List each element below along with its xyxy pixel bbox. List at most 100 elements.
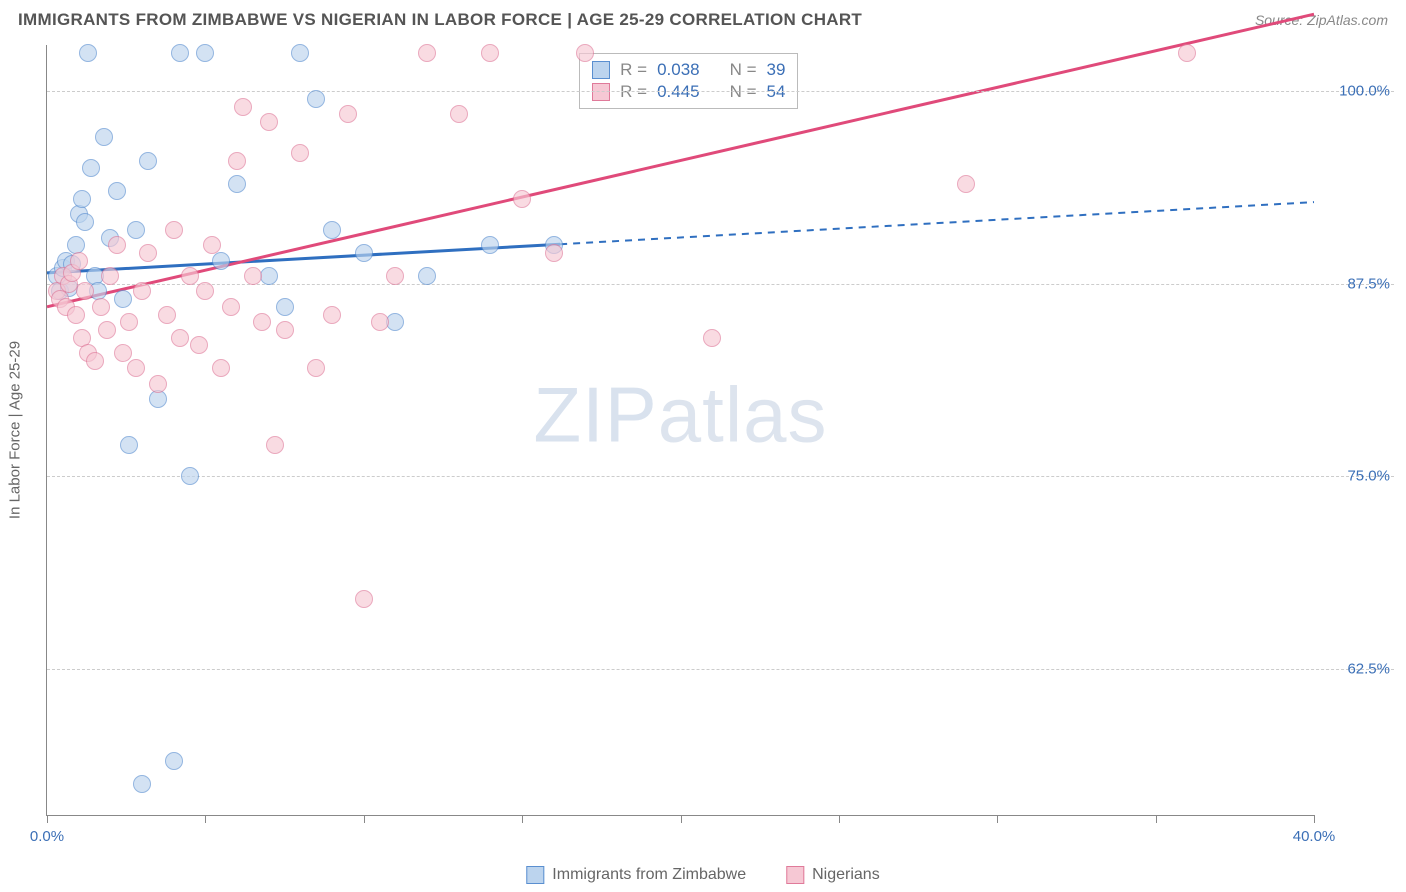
- x-tick: [364, 815, 365, 823]
- x-tick: [1314, 815, 1315, 823]
- scatter-point: [92, 298, 110, 316]
- x-tick-label: 0.0%: [30, 828, 64, 845]
- y-tick-label: 100.0%: [1339, 83, 1390, 100]
- x-tick: [997, 815, 998, 823]
- scatter-point: [149, 390, 167, 408]
- scatter-point: [203, 236, 221, 254]
- scatter-point: [386, 313, 404, 331]
- scatter-point: [181, 467, 199, 485]
- scatter-point: [171, 44, 189, 62]
- legend-swatch: [592, 61, 610, 79]
- scatter-point: [79, 44, 97, 62]
- scatter-point: [355, 590, 373, 608]
- scatter-point: [127, 359, 145, 377]
- scatter-point: [82, 159, 100, 177]
- y-tick-label: 87.5%: [1347, 275, 1390, 292]
- scatter-point: [222, 298, 240, 316]
- scatter-point: [371, 313, 389, 331]
- scatter-point: [291, 144, 309, 162]
- scatter-point: [70, 252, 88, 270]
- scatter-point: [76, 213, 94, 231]
- scatter-point: [481, 236, 499, 254]
- scatter-point: [133, 775, 151, 793]
- scatter-point: [108, 182, 126, 200]
- scatter-point: [244, 267, 262, 285]
- plot-area: In Labor Force | Age 25-29 ZIPatlas R =0…: [46, 45, 1314, 816]
- scatter-point: [276, 321, 294, 339]
- correlation-legend: R =0.038N =39R =0.445N =54: [579, 53, 798, 109]
- scatter-point: [149, 375, 167, 393]
- scatter-point: [73, 190, 91, 208]
- scatter-point: [339, 105, 357, 123]
- x-tick: [522, 815, 523, 823]
- scatter-point: [67, 306, 85, 324]
- trend-line-extrapolated: [560, 202, 1314, 244]
- gridline: [47, 476, 1394, 477]
- scatter-point: [450, 105, 468, 123]
- scatter-point: [323, 306, 341, 324]
- source-label: Source: ZipAtlas.com: [1255, 12, 1388, 28]
- scatter-point: [1178, 44, 1196, 62]
- scatter-point: [323, 221, 341, 239]
- scatter-point: [133, 282, 151, 300]
- series-legend: Immigrants from Zimbabwe Nigerians: [526, 866, 879, 884]
- x-tick: [681, 815, 682, 823]
- scatter-point: [545, 244, 563, 262]
- scatter-point: [114, 344, 132, 362]
- scatter-point: [190, 336, 208, 354]
- chart-area: In Labor Force | Age 25-29 ZIPatlas R =0…: [46, 45, 1394, 856]
- x-tick: [205, 815, 206, 823]
- scatter-point: [418, 267, 436, 285]
- x-tick: [839, 815, 840, 823]
- scatter-point: [212, 252, 230, 270]
- scatter-point: [291, 44, 309, 62]
- legend-n-value: 39: [767, 60, 786, 80]
- scatter-point: [181, 267, 199, 285]
- legend-item: Nigerians: [786, 866, 880, 884]
- scatter-point: [276, 298, 294, 316]
- scatter-point: [165, 752, 183, 770]
- legend-swatch: [786, 866, 804, 884]
- chart-title: IMMIGRANTS FROM ZIMBABWE VS NIGERIAN IN …: [18, 10, 862, 30]
- legend-r-value: 0.038: [657, 60, 700, 80]
- scatter-point: [196, 44, 214, 62]
- scatter-point: [95, 128, 113, 146]
- scatter-point: [260, 267, 278, 285]
- scatter-point: [253, 313, 271, 331]
- scatter-point: [139, 244, 157, 262]
- scatter-point: [86, 352, 104, 370]
- scatter-point: [108, 236, 126, 254]
- scatter-point: [165, 221, 183, 239]
- scatter-point: [114, 290, 132, 308]
- y-tick-label: 75.0%: [1347, 468, 1390, 485]
- legend-r-label: R =: [620, 60, 647, 80]
- x-tick: [47, 815, 48, 823]
- legend-label: Nigerians: [812, 866, 880, 884]
- gridline: [47, 669, 1394, 670]
- scatter-point: [139, 152, 157, 170]
- scatter-point: [513, 190, 531, 208]
- y-axis-title: In Labor Force | Age 25-29: [7, 341, 24, 519]
- scatter-point: [307, 359, 325, 377]
- scatter-point: [120, 436, 138, 454]
- scatter-point: [957, 175, 975, 193]
- legend-n-label: N =: [730, 60, 757, 80]
- scatter-point: [481, 44, 499, 62]
- scatter-point: [418, 44, 436, 62]
- x-tick-label: 40.0%: [1293, 828, 1336, 845]
- scatter-point: [576, 44, 594, 62]
- legend-label: Immigrants from Zimbabwe: [552, 866, 746, 884]
- scatter-point: [234, 98, 252, 116]
- legend-row: R = 0.038 N = 39: [592, 60, 785, 80]
- scatter-point: [260, 113, 278, 131]
- scatter-point: [703, 329, 721, 347]
- scatter-point: [171, 329, 189, 347]
- scatter-point: [307, 90, 325, 108]
- scatter-point: [212, 359, 230, 377]
- scatter-point: [386, 267, 404, 285]
- scatter-point: [266, 436, 284, 454]
- y-tick-label: 62.5%: [1347, 660, 1390, 677]
- legend-swatch: [526, 866, 544, 884]
- scatter-point: [101, 267, 119, 285]
- scatter-point: [98, 321, 116, 339]
